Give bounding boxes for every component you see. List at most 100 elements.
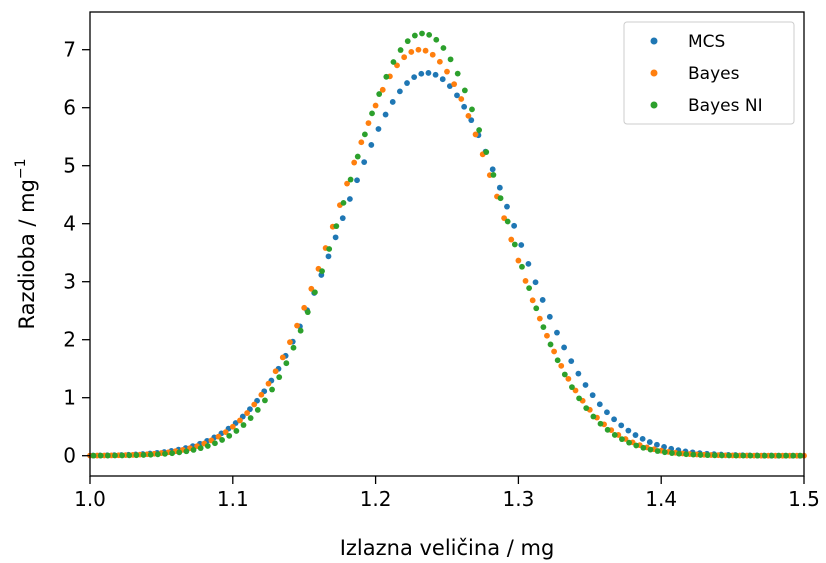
data-point	[444, 68, 450, 75]
data-point	[97, 452, 104, 459]
data-point	[162, 450, 168, 457]
data-point	[533, 305, 540, 312]
data-point	[754, 452, 761, 459]
data-point	[312, 289, 318, 296]
data-point	[354, 177, 360, 184]
data-point	[375, 126, 382, 132]
data-point	[633, 442, 640, 449]
data-point	[408, 49, 415, 55]
data-point	[747, 452, 754, 459]
data-point	[326, 246, 333, 252]
data-point	[529, 297, 536, 304]
data-point	[797, 452, 804, 459]
data-point	[354, 153, 361, 160]
data-point	[704, 452, 711, 459]
data-point	[761, 452, 768, 459]
data-point	[561, 371, 568, 378]
data-point	[339, 215, 346, 222]
series-bayes-ni	[90, 30, 804, 459]
data-point	[790, 452, 797, 459]
data-point	[490, 172, 497, 178]
y-tick-label: 3	[63, 270, 76, 294]
data-point	[347, 196, 353, 202]
data-point	[508, 236, 515, 243]
data-point	[504, 203, 510, 210]
data-point	[425, 70, 432, 76]
data-point	[351, 159, 358, 166]
data-point	[654, 448, 661, 454]
data-point	[229, 423, 236, 430]
data-point	[325, 253, 332, 260]
data-point	[283, 360, 290, 367]
data-point	[575, 370, 582, 377]
data-point	[304, 309, 311, 316]
data-point	[372, 102, 379, 109]
data-point	[540, 324, 547, 330]
data-point	[639, 435, 646, 442]
data-point	[465, 112, 472, 119]
y-axis-label-exponent: −1	[13, 158, 29, 179]
data-point	[469, 106, 475, 113]
data-point	[539, 297, 546, 303]
data-point	[768, 452, 775, 459]
data-point	[376, 91, 383, 97]
data-point	[733, 452, 740, 459]
data-point	[344, 180, 350, 187]
data-point	[468, 117, 475, 124]
data-point	[546, 313, 553, 320]
data-point	[276, 374, 283, 381]
data-point	[783, 452, 790, 459]
data-point	[133, 452, 140, 459]
legend-marker-mcs	[650, 37, 658, 45]
data-point	[140, 452, 147, 458]
data-point	[525, 260, 532, 267]
data-point	[147, 451, 154, 458]
data-point	[397, 47, 404, 53]
data-point	[454, 70, 461, 77]
data-point	[547, 341, 554, 348]
data-point	[233, 428, 240, 434]
data-point	[451, 81, 458, 88]
data-point	[565, 375, 572, 382]
data-point	[576, 395, 582, 402]
data-point	[461, 87, 468, 94]
data-point	[532, 279, 539, 286]
data-point	[112, 452, 118, 459]
data-point	[212, 440, 218, 447]
y-axis-label-main: Razdioba / mg	[15, 179, 39, 329]
y-tick-label: 2	[63, 328, 76, 352]
x-tick-label: 1.0	[74, 487, 106, 511]
data-point	[390, 59, 397, 65]
data-point	[561, 344, 567, 351]
data-point	[515, 257, 522, 264]
data-point	[419, 30, 425, 37]
data-point	[683, 451, 690, 458]
data-point	[436, 58, 443, 65]
data-point	[226, 432, 233, 439]
data-point	[483, 149, 490, 155]
x-axis-label: Izlazna veličina / mg	[340, 536, 555, 560]
data-point	[654, 441, 660, 448]
data-point	[461, 103, 468, 110]
y-tick-label: 5	[63, 154, 76, 178]
y-axis-label: Razdioba / mg−1	[13, 158, 39, 329]
y-tick-label: 7	[63, 38, 76, 62]
data-point	[504, 218, 511, 225]
data-point	[418, 70, 425, 77]
data-point	[697, 452, 704, 458]
data-point	[169, 450, 176, 457]
data-point	[279, 354, 286, 361]
data-point	[536, 315, 543, 322]
data-point	[269, 386, 275, 393]
x-tick-label: 1.5	[788, 487, 820, 511]
data-point	[583, 405, 590, 411]
data-point	[301, 304, 308, 311]
data-point	[222, 429, 229, 436]
data-point	[176, 449, 183, 456]
data-point	[597, 420, 604, 427]
data-point	[240, 422, 247, 428]
data-point	[247, 415, 254, 421]
data-point	[589, 392, 596, 399]
data-point	[497, 195, 504, 202]
